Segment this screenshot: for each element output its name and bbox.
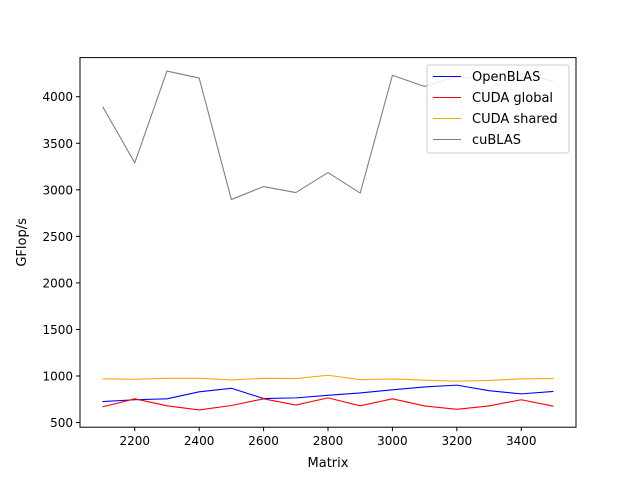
- legend-label: CUDA global: [472, 91, 553, 106]
- y-tick-label: 1000: [42, 369, 73, 383]
- legend-label: OpenBLAS: [472, 70, 540, 85]
- y-tick-label: 2500: [42, 230, 73, 244]
- y-tick-label: 3000: [42, 183, 73, 197]
- y-tick-label: 2000: [42, 276, 73, 290]
- ticks-layer: 2200 2400 2600 2800 3000 3200 3400 500 1000 1500 2…: [42, 90, 536, 448]
- legend-label: CUDA shared: [472, 112, 558, 127]
- y-tick-label: 1500: [42, 323, 73, 337]
- x-tick-label: 3400: [506, 434, 537, 448]
- x-tick-label: 3200: [442, 434, 473, 448]
- x-tick-label: 2400: [184, 434, 215, 448]
- series-line-cuda-global: [102, 397, 554, 411]
- x-tick-label: 2200: [119, 434, 150, 448]
- y-tick-label: 500: [50, 416, 73, 430]
- x-tick-label: 2800: [313, 434, 344, 448]
- x-axis-label: Matrix: [308, 456, 349, 471]
- series-line-openblas: [102, 384, 554, 403]
- y-axis-label: GFlop/s: [15, 218, 30, 267]
- y-tick-label: 3500: [42, 137, 73, 151]
- x-tick-label: 3000: [377, 434, 408, 448]
- legend: OpenBLAS CUDA global CUDA shared cuBLAS: [426, 64, 570, 154]
- legend-label: cuBLAS: [472, 133, 521, 148]
- series-layer: [102, 70, 554, 411]
- y-tick-label: 4000: [42, 90, 73, 104]
- legend-box: [426, 64, 570, 154]
- axes-frame: [79, 57, 577, 428]
- series-line-cuda-shared: [102, 374, 554, 382]
- x-tick-label: 2600: [248, 434, 279, 448]
